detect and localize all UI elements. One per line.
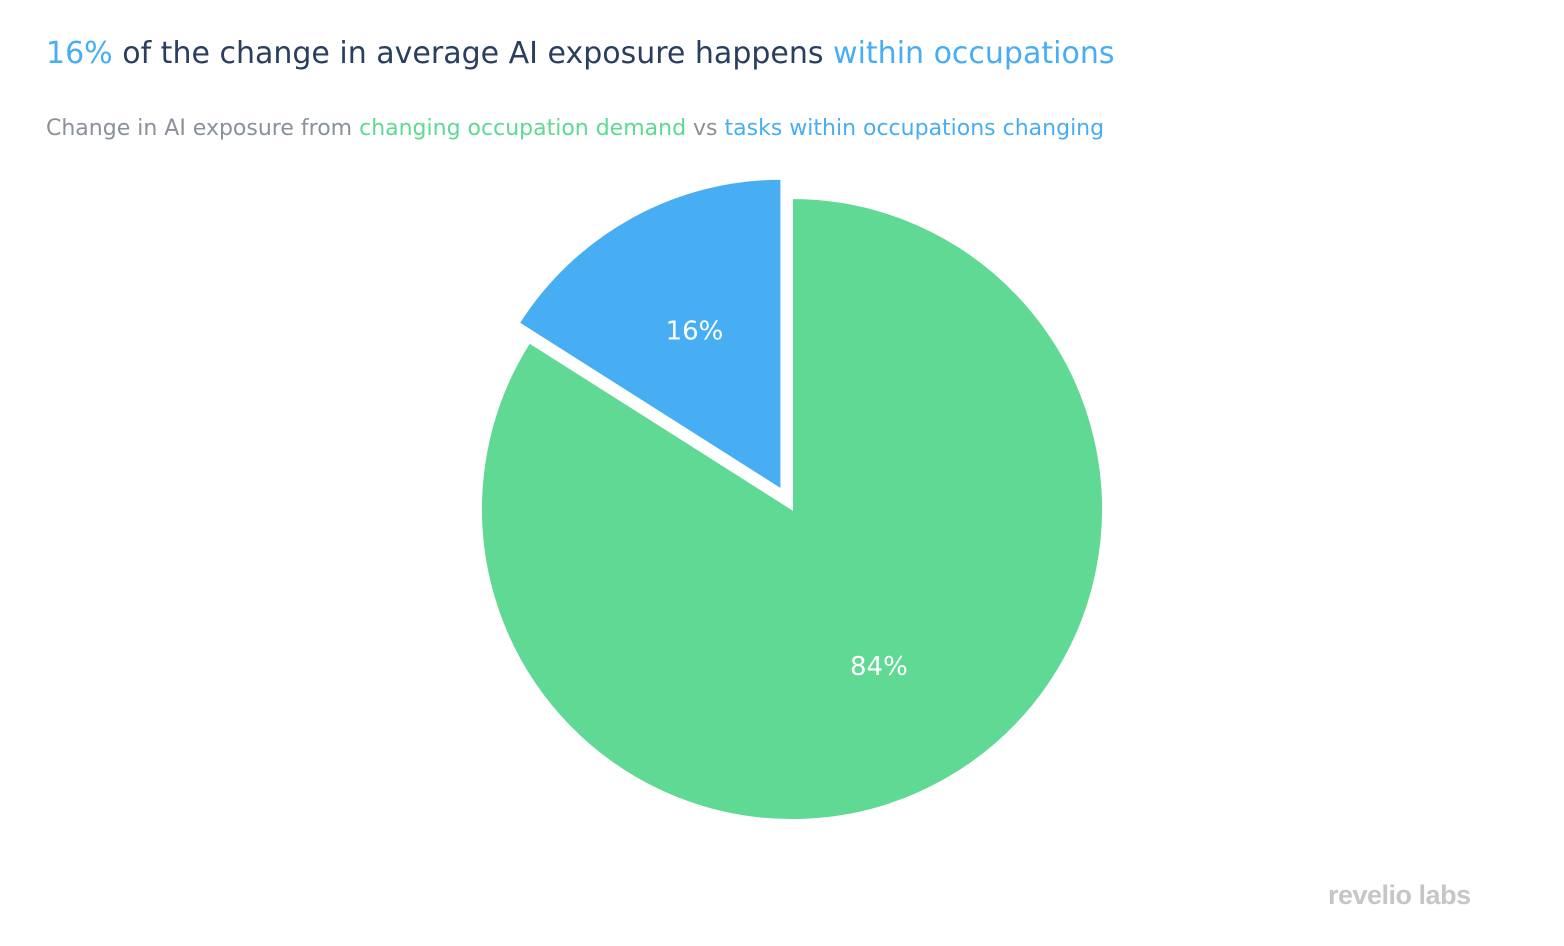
subtitle-prefix: Change in AI exposure from [46, 116, 360, 141]
title-text: of the change in average AI exposure hap… [112, 36, 834, 71]
subtitle-tasks-within: tasks within occupations changing [724, 116, 1105, 141]
revelio-labs-logo: revelio labs [1328, 880, 1471, 910]
subtitle-vs: vs [686, 116, 725, 141]
title-highlight-within: within occupations [833, 36, 1115, 71]
title-highlight-share: 16% [46, 36, 113, 71]
chart-title: 16% of the change in average AI exposure… [46, 36, 1114, 71]
pie-slice-within-occupations[interactable] [517, 177, 783, 492]
pie-label-occupation-demand: 84% [850, 652, 908, 682]
subtitle-occupation-demand: changing occupation demand [359, 116, 687, 141]
pie-label-within-occupations: 16% [666, 317, 724, 347]
pie-slice-occupation-demand[interactable] [480, 196, 1104, 821]
pie-labels: 16% 84% [666, 317, 908, 682]
pie-slices [480, 177, 1104, 821]
chart-subtitle: Change in AI exposure from changing occu… [46, 116, 1104, 141]
